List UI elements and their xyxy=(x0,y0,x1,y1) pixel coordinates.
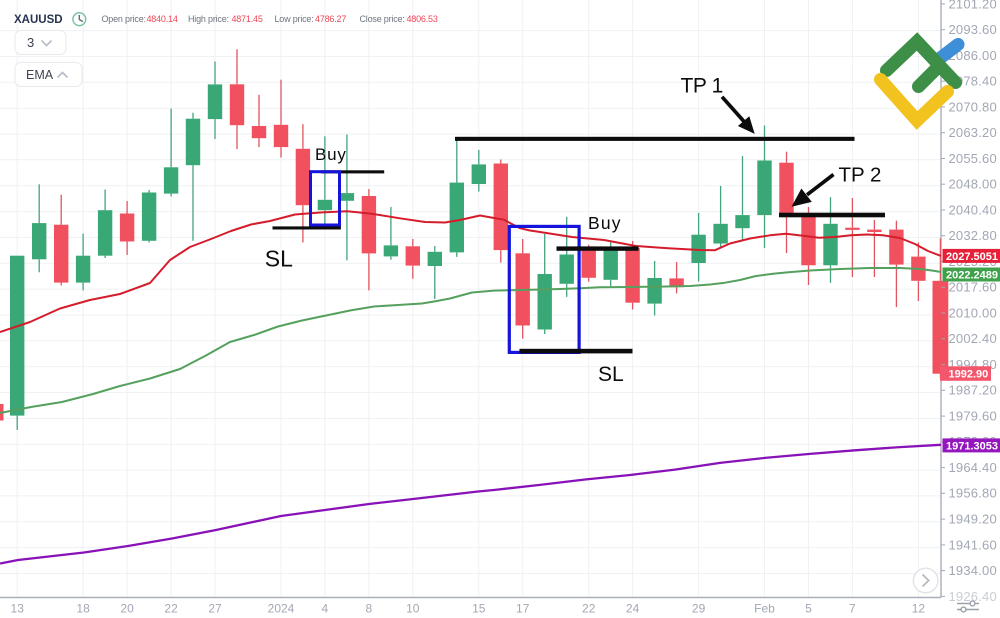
svg-text:4786.27: 4786.27 xyxy=(315,14,346,24)
svg-text:SL: SL xyxy=(598,363,624,386)
svg-text:1979.60: 1979.60 xyxy=(949,409,997,424)
svg-text:4840.14: 4840.14 xyxy=(147,14,178,24)
svg-text:SL: SL xyxy=(265,245,293,271)
svg-text:Close price:: Close price: xyxy=(360,14,405,24)
svg-text:17: 17 xyxy=(516,602,530,616)
svg-text:2032.80: 2032.80 xyxy=(949,228,997,243)
svg-text:4871.45: 4871.45 xyxy=(232,14,263,24)
svg-text:2086.00: 2086.00 xyxy=(949,48,997,63)
svg-text:27: 27 xyxy=(208,602,222,616)
svg-text:1964.40: 1964.40 xyxy=(949,460,997,475)
svg-text:EMA: EMA xyxy=(26,68,54,82)
svg-text:1934.00: 1934.00 xyxy=(949,563,997,578)
svg-text:Buy: Buy xyxy=(588,213,622,233)
svg-text:1949.20: 1949.20 xyxy=(949,512,997,527)
svg-text:1971.3053: 1971.3053 xyxy=(946,440,998,452)
svg-text:13: 13 xyxy=(11,602,25,616)
svg-text:1987.20: 1987.20 xyxy=(949,383,997,398)
svg-text:XAUUSD: XAUUSD xyxy=(14,14,63,26)
svg-text:1992.90: 1992.90 xyxy=(949,369,989,381)
svg-text:1956.80: 1956.80 xyxy=(949,486,997,501)
svg-text:2070.80: 2070.80 xyxy=(949,99,997,114)
svg-text:2027.5051: 2027.5051 xyxy=(946,251,998,263)
svg-text:2017.60: 2017.60 xyxy=(949,280,997,295)
svg-text:Open price:: Open price: xyxy=(102,14,146,24)
svg-text:22: 22 xyxy=(164,602,178,616)
svg-text:22: 22 xyxy=(582,602,596,616)
svg-text:4806.53: 4806.53 xyxy=(407,14,438,24)
svg-text:2040.40: 2040.40 xyxy=(949,202,997,217)
svg-text:8: 8 xyxy=(366,602,373,616)
svg-text:High price:: High price: xyxy=(188,14,229,24)
svg-text:Buy: Buy xyxy=(315,145,347,164)
svg-text:2055.60: 2055.60 xyxy=(949,151,997,166)
svg-text:29: 29 xyxy=(692,602,706,616)
svg-text:2010.00: 2010.00 xyxy=(949,305,997,320)
svg-text:15: 15 xyxy=(472,602,486,616)
svg-text:7: 7 xyxy=(849,602,856,616)
svg-text:10: 10 xyxy=(406,602,420,616)
svg-text:20: 20 xyxy=(120,602,134,616)
svg-text:2002.40: 2002.40 xyxy=(949,331,997,346)
svg-text:2048.00: 2048.00 xyxy=(949,177,997,192)
svg-text:Low price:: Low price: xyxy=(275,14,314,24)
svg-text:3: 3 xyxy=(27,35,34,50)
svg-text:2101.20: 2101.20 xyxy=(949,0,997,11)
svg-text:5: 5 xyxy=(805,602,812,616)
svg-text:2093.60: 2093.60 xyxy=(949,22,997,37)
svg-text:12: 12 xyxy=(912,602,926,616)
svg-text:4: 4 xyxy=(322,602,329,616)
svg-text:TP 1: TP 1 xyxy=(681,74,723,97)
svg-text:24: 24 xyxy=(626,602,640,616)
svg-text:18: 18 xyxy=(76,602,90,616)
svg-text:TP 2: TP 2 xyxy=(839,163,882,186)
svg-text:2063.20: 2063.20 xyxy=(949,125,997,140)
svg-text:2022.2489: 2022.2489 xyxy=(946,269,998,281)
svg-text:1941.60: 1941.60 xyxy=(949,537,997,552)
svg-text:Feb: Feb xyxy=(754,602,775,616)
svg-text:1926.40: 1926.40 xyxy=(949,589,997,604)
svg-text:2024: 2024 xyxy=(268,602,295,616)
